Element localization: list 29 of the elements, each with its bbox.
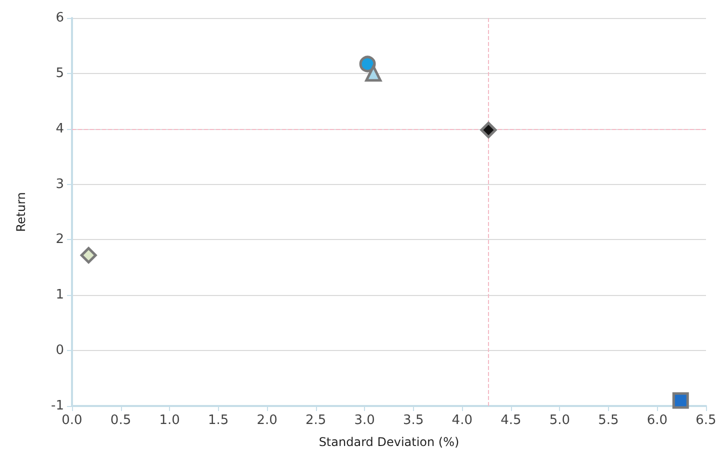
x-tick-label: 6.0	[646, 413, 668, 428]
x-tick-label: 1.0	[159, 413, 180, 428]
x-tick-label: 5.5	[598, 413, 619, 428]
x-tick-label: 4.5	[500, 413, 522, 428]
x-tick-label: 2.0	[256, 413, 278, 428]
point	[480, 122, 497, 138]
y-tick-label: 4	[56, 121, 64, 136]
point	[359, 56, 376, 72]
x-tick-label: 4.0	[452, 413, 472, 428]
x-tick-label: 1.5	[208, 413, 229, 428]
x-tick-label: 3.5	[403, 413, 424, 428]
point	[365, 65, 382, 82]
y-tick-label: 3	[56, 176, 64, 192]
y-tick-label: 1	[56, 288, 64, 303]
y-tick-label: 6	[56, 10, 64, 26]
point	[672, 392, 689, 409]
point	[80, 246, 97, 264]
x-tick-label: 2.5	[306, 413, 326, 428]
x-tick-label: 5.0	[549, 413, 570, 428]
x-tick-label: 0.0	[62, 413, 82, 428]
x-tick-label: 0.5	[110, 413, 132, 428]
y-tick-label: 0	[56, 343, 64, 358]
y-axis-title: Return	[14, 192, 28, 232]
y-tick-label: 5	[56, 66, 64, 81]
y-tick-label: 2	[56, 232, 64, 248]
x-tick-label: 6.5	[696, 413, 716, 428]
x-tick-label: 3.0	[354, 413, 375, 428]
y-tick-label: -1	[51, 398, 64, 414]
x-axis-title: Standard Deviation (%)	[318, 435, 460, 449]
